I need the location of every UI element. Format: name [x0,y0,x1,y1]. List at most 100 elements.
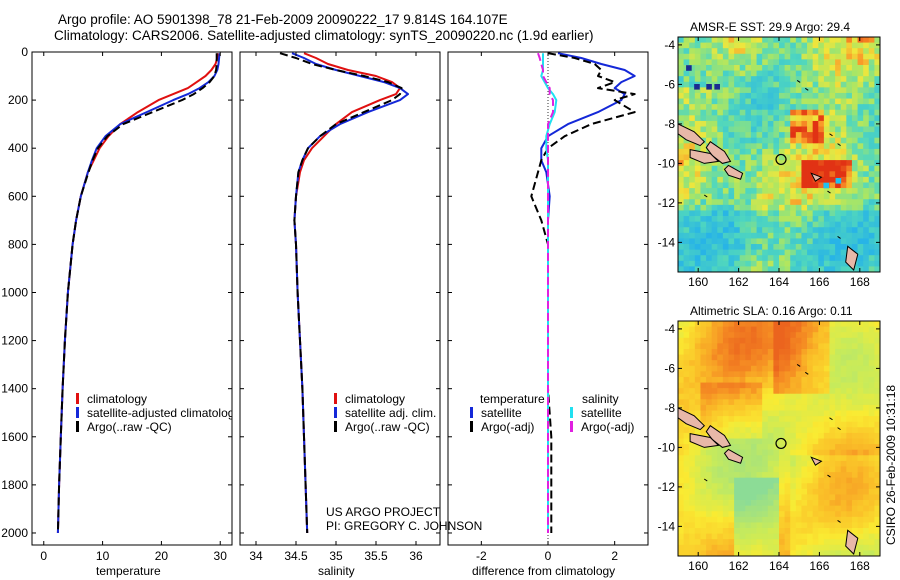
field-cell [812,37,819,43]
field-cell [756,544,763,551]
field-cell [857,266,864,272]
field-cell [807,244,814,251]
field-cell [756,500,763,507]
field-cell [846,115,853,122]
field-cell [807,188,814,195]
field-cell [823,505,830,512]
field-cell [818,199,825,206]
difference-lines [530,52,636,533]
field-cell [750,326,757,333]
field-cell [728,244,735,251]
field-cell [795,160,802,167]
field-cell [728,160,735,167]
field-cell [818,126,825,133]
field-cell [812,321,819,327]
field-cell [779,365,786,372]
field-cell [857,326,864,333]
field-cell [857,348,864,355]
field-cell [779,249,786,256]
field-cell [779,404,786,411]
field-cell [711,70,718,77]
field-cell [762,488,769,495]
field-cell [706,87,713,94]
field-cell [773,500,780,507]
field-cell [874,544,880,551]
field-cell [739,382,746,389]
field-cell [773,488,780,495]
field-cell [722,483,729,490]
field-cell [750,382,757,389]
field-cell [779,154,786,161]
field-cell [790,210,797,217]
field-cell [734,232,741,239]
field-cell [711,365,718,372]
field-cell [868,199,875,206]
legend-label: Argo(-adj) [581,420,635,434]
field-cell [857,109,864,116]
field-cell [711,59,718,66]
field-cell [678,460,685,467]
islet-outline [837,143,841,147]
field-cell [750,360,757,367]
field-cell [683,460,690,467]
salinity-axes-box [239,51,441,546]
field-cell [756,244,763,251]
field-cell [689,500,696,507]
x-tick-label: 10 [96,549,110,563]
field-cell [683,227,690,234]
field-cell [728,98,735,105]
field-cell [829,137,836,144]
field-cell [745,42,752,49]
field-cell [818,120,825,127]
field-cell [784,438,791,445]
field-cell [739,466,746,473]
field-cell [829,326,836,333]
field-cell [750,337,757,344]
field-cell [711,360,718,367]
field-cell [750,388,757,395]
field-cell [728,120,735,127]
field-cell [739,238,746,245]
field-cell [773,354,780,361]
field-cell [790,500,797,507]
field-cell [840,120,847,127]
field-cell [756,42,763,49]
field-cell [851,244,858,251]
field-cell [818,544,825,551]
field-cell [750,332,757,339]
field-cell [722,427,729,434]
field-cell [750,472,757,479]
field-cell [750,221,757,228]
field-cell [868,371,875,378]
field-cell [868,42,875,49]
field-cell [694,204,701,211]
field-cell [745,382,752,389]
field-cell [762,388,769,395]
field-cell [818,154,825,161]
field-cell [700,528,707,535]
field-cell [722,199,729,206]
field-cell [734,87,741,94]
field-cell [767,188,774,195]
field-cell [795,516,802,523]
field-cell [734,421,741,428]
field-cell [694,244,701,251]
field-cell [750,227,757,234]
field-cell [745,70,752,77]
field-cell [700,199,707,206]
field-cell [874,148,880,155]
legend-swatch-blue [470,407,473,418]
field-cell [756,332,763,339]
field-cell [779,399,786,406]
field-cell [767,393,774,400]
field-cell [700,92,707,99]
field-cell [818,472,825,479]
field-cell [846,154,853,161]
field-cell [683,232,690,239]
difference-panel: -2 0 2 [447,51,649,563]
field-cell [745,438,752,445]
field-cell [829,354,836,361]
field-cell [818,221,825,228]
field-cell [728,516,735,523]
field-cell [784,126,791,133]
